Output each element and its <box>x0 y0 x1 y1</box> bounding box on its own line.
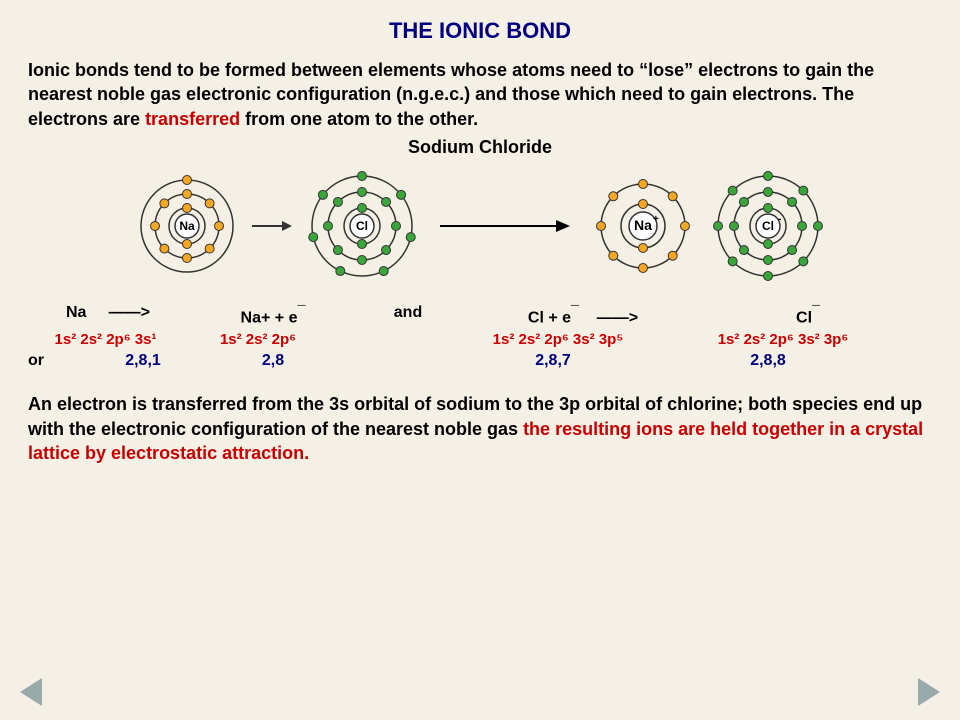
config-cl: 1s² 2s² 2p⁶ 3s² 3p⁵ <box>443 331 673 348</box>
svg-text:Cl: Cl <box>762 219 774 233</box>
keyword-transferred: transferred <box>145 109 240 129</box>
conclusion-paragraph: An electron is transferred from the 3s o… <box>0 382 960 475</box>
config-na-ion: 1s² 2s² 2p⁶ <box>183 331 333 348</box>
config-row: 1s² 2s² 2p⁶ 3s¹ 1s² 2s² 2p⁶ 1s² 2s² 2p⁶ … <box>0 329 960 350</box>
eq-and: and <box>358 304 458 327</box>
atom-cl-ion: Cl- <box>708 166 828 286</box>
atom-na-ion: Na+ <box>588 166 698 286</box>
eq-arrow-1: ——> <box>109 304 150 321</box>
diagram-row: Na Cl Na+ Cl- <box>0 162 960 290</box>
svg-text:+: + <box>653 214 659 225</box>
shell-cl-ion: 2,8,8 <box>658 352 878 370</box>
eq-arrow-2: ——> <box>597 309 638 326</box>
atom-na: Na <box>132 166 242 286</box>
eq-cl-ion: Cl <box>796 309 812 326</box>
page-title: THE IONIC BOND <box>0 0 960 44</box>
intro-text-2: from one atom to the other. <box>240 109 478 129</box>
shell-na: 2,8,1 <box>88 352 198 370</box>
atom-cl: Cl <box>302 166 422 286</box>
config-na: 1s² 2s² 2p⁶ 3s¹ <box>28 331 183 348</box>
reaction-arrow-icon <box>440 221 570 231</box>
eq-cl-e: Cl + e <box>528 309 571 326</box>
shell-cl: 2,8,7 <box>448 352 658 370</box>
eq-na-plus: Na+ + e <box>241 309 298 326</box>
svg-text:Cl: Cl <box>356 219 368 233</box>
or-label: or <box>28 352 88 370</box>
intro-paragraph: Ionic bonds tend to be formed between el… <box>0 44 960 137</box>
prev-slide-icon[interactable] <box>20 678 42 706</box>
config-cl-ion: 1s² 2s² 2p⁶ 3s² 3p⁶ <box>673 331 893 348</box>
svg-text:Na: Na <box>634 217 652 233</box>
equation-row: Na ——> Na+ + e¯ and Cl + e¯ ——> Cl¯ <box>0 290 960 329</box>
subheading: Sodium Chloride <box>0 137 960 162</box>
svg-text:Na: Na <box>179 219 195 233</box>
shell-row: or 2,8,1 2,8 2,8,7 2,8,8 <box>0 350 960 382</box>
shell-na-ion: 2,8 <box>198 352 348 370</box>
next-slide-icon[interactable] <box>918 678 940 706</box>
eq-na: Na <box>66 304 86 321</box>
svg-text:-: - <box>778 214 781 225</box>
transfer-arrow-icon <box>252 222 292 230</box>
